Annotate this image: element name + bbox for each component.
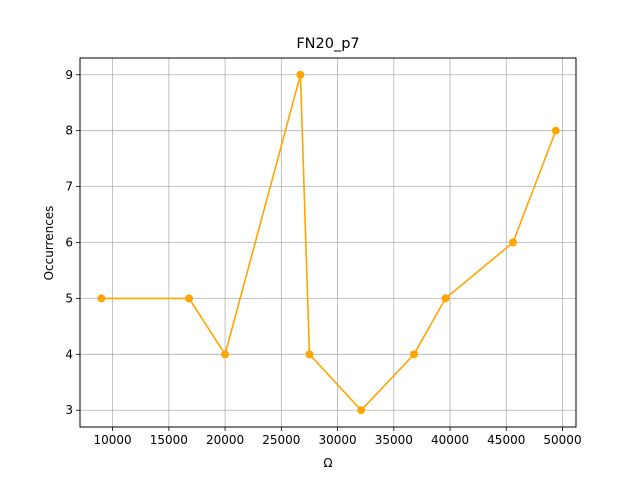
x-tick-label: 45000 — [487, 433, 525, 447]
x-tick-label: 10000 — [94, 433, 132, 447]
x-tick-label: 25000 — [262, 433, 300, 447]
data-point — [357, 406, 366, 415]
x-tick-label: 15000 — [150, 433, 188, 447]
data-point — [410, 350, 419, 359]
chart-title: FN20_p7 — [296, 36, 359, 52]
x-axis-label: Ω — [323, 456, 332, 470]
x-tick-label: 40000 — [431, 433, 469, 447]
x-tick-label: 50000 — [543, 433, 581, 447]
data-point — [509, 238, 518, 247]
x-tick-label: 30000 — [318, 433, 356, 447]
axis-ticks: 10000 15000 20000 25000 30000 35000 40000 45000… — [65, 68, 581, 447]
y-tick-label: 4 — [65, 347, 73, 361]
y-tick-label: 6 — [65, 236, 73, 250]
y-tick-label: 3 — [65, 403, 73, 417]
data-point — [185, 294, 194, 303]
data-point — [296, 70, 305, 79]
x-tick-label: 20000 — [206, 433, 244, 447]
y-tick-label: 5 — [65, 291, 73, 305]
series-line — [101, 73, 557, 412]
data-point — [221, 350, 230, 359]
y-tick-label: 7 — [65, 180, 73, 194]
data-point — [441, 294, 450, 303]
y-tick-label: 8 — [65, 124, 73, 138]
series-layer — [97, 70, 560, 415]
x-tick-label: 35000 — [375, 433, 413, 447]
y-tick-label: 9 — [65, 68, 73, 82]
data-point — [97, 294, 106, 303]
y-axis-label: Occurrences — [42, 206, 56, 281]
data-point — [305, 350, 314, 359]
data-point — [551, 126, 560, 135]
